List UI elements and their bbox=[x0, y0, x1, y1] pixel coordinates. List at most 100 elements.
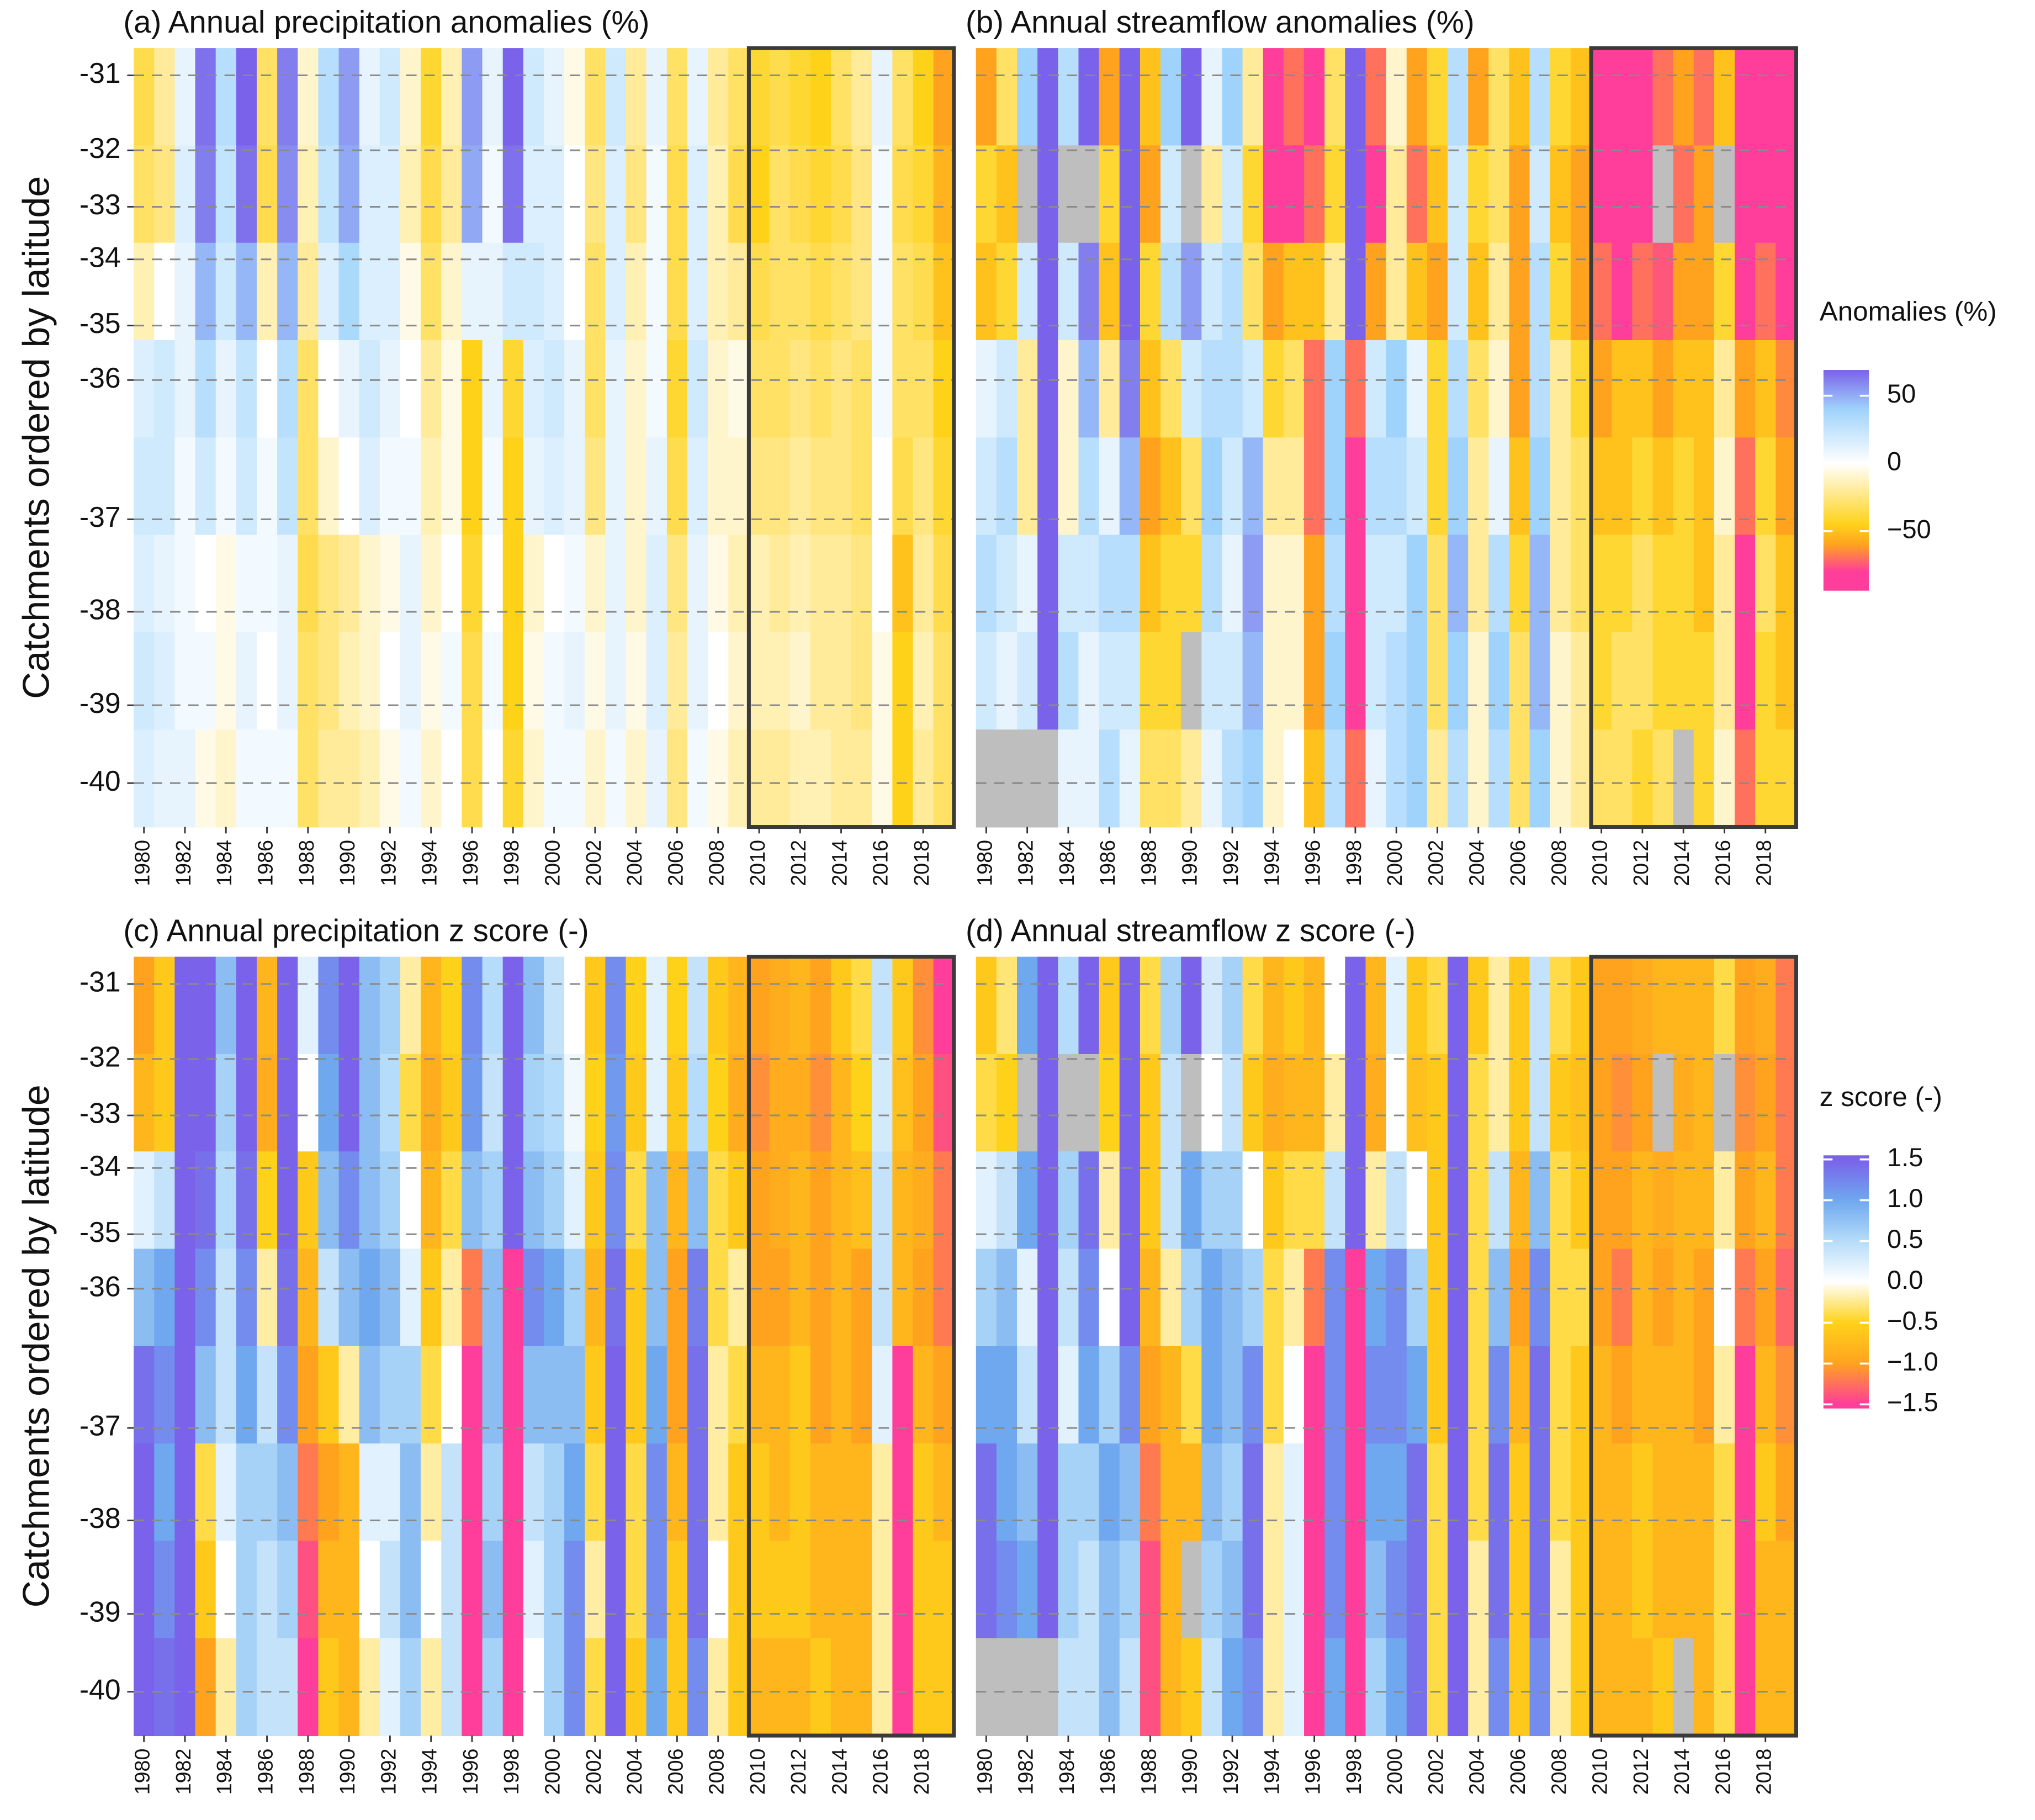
heatmap-cell bbox=[1612, 632, 1633, 731]
heatmap-cell bbox=[1242, 632, 1264, 731]
heatmap-cell bbox=[523, 1248, 544, 1347]
heatmap-cell bbox=[1386, 1443, 1407, 1542]
heatmap-cell bbox=[1488, 437, 1510, 536]
heatmap-cell bbox=[933, 1248, 955, 1347]
heatmap-cell bbox=[1324, 1638, 1346, 1737]
heatmap-cell bbox=[1324, 145, 1346, 244]
heatmap-cell bbox=[359, 145, 380, 244]
heatmap-cell bbox=[1283, 956, 1305, 1055]
panel-title: (d) Annual streamflow z score (-) bbox=[966, 913, 1416, 948]
y-tick-label: -33 bbox=[80, 1097, 121, 1129]
heatmap-cell bbox=[441, 1346, 463, 1445]
x-tick-label: 2016 bbox=[1711, 1749, 1734, 1795]
heatmap-cell bbox=[708, 340, 729, 438]
heatmap-cell bbox=[1448, 1443, 1469, 1542]
heatmap-cell bbox=[1776, 1541, 1797, 1639]
heatmap-cell bbox=[708, 535, 729, 633]
heatmap-cell bbox=[1324, 1443, 1346, 1542]
heatmap-cell bbox=[1448, 1248, 1469, 1347]
heatmap-cell bbox=[277, 632, 299, 731]
heatmap-cell bbox=[1386, 1638, 1407, 1737]
x-tick-label: 2016 bbox=[869, 840, 892, 886]
heatmap-cell bbox=[1468, 437, 1490, 536]
heatmap-cell bbox=[1345, 145, 1366, 244]
heatmap-cell bbox=[1365, 1248, 1387, 1347]
heatmap-cell bbox=[1099, 1443, 1120, 1542]
heatmap-cell bbox=[502, 956, 524, 1055]
heatmap-cell bbox=[728, 535, 750, 633]
y-tick-label: -38 bbox=[80, 1502, 121, 1534]
heatmap-cell bbox=[462, 437, 483, 536]
heatmap-cell bbox=[933, 956, 955, 1055]
heatmap-cell bbox=[1201, 535, 1223, 633]
heatmap-cell bbox=[1160, 48, 1182, 146]
x-tick-label: 2018 bbox=[1752, 840, 1776, 886]
heatmap-cell bbox=[708, 1541, 729, 1639]
heatmap-cell bbox=[298, 145, 319, 244]
heatmap-cell bbox=[1386, 956, 1407, 1055]
heatmap-cell bbox=[728, 1054, 750, 1152]
heatmap-cell bbox=[1612, 145, 1633, 244]
heatmap-cell bbox=[174, 48, 196, 146]
heatmap-cell bbox=[728, 1443, 750, 1542]
heatmap-cell bbox=[1242, 1443, 1264, 1542]
heatmap-cell bbox=[1242, 145, 1264, 244]
heatmap-cell bbox=[1488, 1248, 1510, 1347]
heatmap-cell bbox=[1570, 340, 1592, 438]
heatmap-cell bbox=[1119, 956, 1141, 1055]
heatmap-cell bbox=[502, 145, 524, 244]
heatmap-cell bbox=[605, 632, 627, 731]
heatmap-cell bbox=[1550, 632, 1571, 731]
heatmap-cell bbox=[1550, 437, 1571, 536]
y-tick-label: -34 bbox=[80, 241, 121, 273]
heatmap-cell bbox=[1652, 729, 1674, 828]
heatmap-cell bbox=[564, 1443, 586, 1542]
heatmap-cell bbox=[215, 48, 237, 146]
x-tick-label: 1982 bbox=[1014, 1749, 1037, 1795]
heatmap-cell bbox=[666, 535, 688, 633]
heatmap-cell bbox=[585, 632, 606, 731]
heatmap-cell bbox=[1201, 340, 1223, 438]
heatmap-cell bbox=[1673, 1346, 1694, 1445]
heatmap-cell bbox=[441, 1248, 463, 1347]
panel-title: (b) Annual streamflow anomalies (%) bbox=[966, 4, 1475, 39]
heatmap-cell bbox=[1181, 1443, 1202, 1542]
heatmap-cell bbox=[1263, 1054, 1284, 1152]
heatmap-cell bbox=[1612, 340, 1633, 438]
heatmap-cell bbox=[1304, 1248, 1326, 1347]
heatmap-cell bbox=[830, 1054, 852, 1152]
heatmap-cell bbox=[1099, 956, 1120, 1055]
heatmap-cell bbox=[1673, 48, 1694, 146]
x-tick-label: 2010 bbox=[746, 840, 769, 886]
heatmap-cell bbox=[892, 145, 914, 244]
heatmap-cell bbox=[1263, 632, 1284, 731]
heatmap-cell bbox=[1488, 340, 1510, 438]
heatmap-cell bbox=[236, 1638, 257, 1737]
heatmap-cell bbox=[400, 632, 422, 731]
heatmap-cell bbox=[1058, 729, 1079, 828]
heatmap-cell bbox=[810, 1541, 831, 1639]
heatmap-cell bbox=[605, 729, 627, 828]
heatmap-cell bbox=[298, 1248, 319, 1347]
heatmap-cell bbox=[256, 1638, 278, 1737]
heatmap-cell bbox=[1488, 145, 1510, 244]
heatmap-cell bbox=[1324, 1054, 1346, 1152]
heatmap-cell bbox=[1591, 632, 1613, 731]
heatmap-cell bbox=[1673, 1541, 1694, 1639]
heatmap-cell bbox=[1652, 1248, 1674, 1347]
heatmap-cell bbox=[1201, 1443, 1223, 1542]
heatmap-cell bbox=[1550, 1541, 1571, 1639]
heatmap-cell bbox=[277, 1541, 299, 1639]
heatmap-cell bbox=[1058, 632, 1079, 731]
heatmap-cell bbox=[789, 535, 811, 633]
heatmap-cell bbox=[174, 632, 196, 731]
heatmap-cell bbox=[379, 1443, 401, 1542]
y-tick-label: -36 bbox=[80, 362, 121, 394]
heatmap-cell bbox=[1406, 1346, 1428, 1445]
x-tick-label: 2000 bbox=[540, 1749, 564, 1795]
heatmap-cell bbox=[1140, 1248, 1161, 1347]
heatmap-cell bbox=[134, 1054, 155, 1152]
heatmap-cell bbox=[462, 1054, 483, 1152]
x-tick-label: 2004 bbox=[1465, 840, 1488, 886]
heatmap-cell bbox=[1119, 48, 1141, 146]
